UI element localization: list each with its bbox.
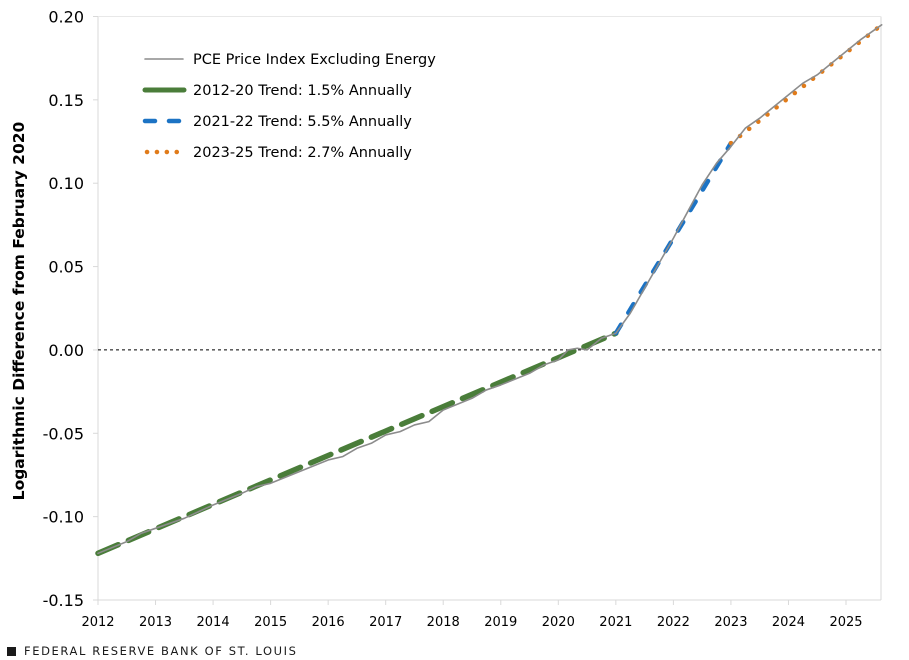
series-layer: [95, 22, 884, 557]
x-ticks: 2012 2013 2014 2015 2016 2017 2018 2019 2020 2021…: [81, 600, 863, 630]
legend-label: PCE Price Index Excluding Energy: [193, 52, 436, 68]
chart: -0.15 -0.10 -0.05 0.00 0.05 0.10 0.15 0.20 2012…: [10, 8, 884, 630]
x-tick-label: 2025: [829, 615, 862, 630]
y-tick-label: -0.10: [43, 508, 84, 527]
y-tick-label: 0.00: [48, 341, 84, 360]
axes: -0.15 -0.10 -0.05 0.00 0.05 0.10 0.15 0.20 2012…: [43, 8, 882, 630]
x-tick-label: 2022: [657, 615, 690, 630]
y-axis-title: Logarithmic Difference from February 202…: [10, 121, 28, 500]
x-tick-label: 2023: [714, 615, 747, 630]
series-line-dot: [728, 22, 884, 146]
y-tick-label: 0.05: [48, 258, 84, 277]
legend-label: 2012-20 Trend: 1.5% Annually: [193, 83, 412, 99]
y-ticks: -0.15 -0.10 -0.05 0.00 0.05 0.10 0.15 0.20: [43, 8, 98, 610]
x-tick-label: 2012: [81, 615, 114, 630]
legend-item: PCE Price Index Excluding Energy: [144, 52, 436, 68]
x-tick-label: 2016: [312, 615, 345, 630]
legend-label: 2023-25 Trend: 2.7% Annually: [193, 145, 412, 161]
y-tick-label: 0.10: [48, 174, 84, 193]
legend-item: 2012-20 Trend: 1.5% Annually: [142, 83, 412, 99]
legend-label: 2021-22 Trend: 5.5% Annually: [193, 114, 412, 130]
legend-item: 2023-25 Trend: 2.7% Annually: [144, 145, 412, 161]
y-tick-label: 0.15: [48, 91, 84, 110]
y-tick-label: 0.20: [48, 8, 84, 27]
footer-source: FEDERAL RESERVE BANK OF ST. LOUIS: [24, 644, 298, 658]
x-tick-label: 2019: [484, 615, 517, 630]
x-tick-label: 2014: [197, 615, 230, 630]
footer-square-icon: [7, 646, 16, 656]
x-tick-label: 2024: [772, 615, 805, 630]
x-tick-label: 2021: [599, 615, 632, 630]
y-tick-label: -0.05: [43, 424, 84, 443]
footer: FEDERAL RESERVE BANK OF ST. LOUIS: [7, 644, 298, 658]
x-tick-label: 2020: [542, 615, 575, 630]
y-tick-label: -0.15: [43, 591, 84, 610]
series-line-long-dash: [95, 330, 619, 557]
x-tick-label: 2018: [427, 615, 460, 630]
legend-item: 2021-22 Trend: 5.5% Annually: [142, 114, 412, 130]
series-line-solid: [97, 24, 883, 555]
x-tick-label: 2015: [254, 615, 287, 630]
legend: PCE Price Index Excluding Energy 2012-20 …: [142, 52, 436, 161]
x-tick-label: 2017: [369, 615, 402, 630]
x-tick-label: 2013: [139, 615, 172, 630]
